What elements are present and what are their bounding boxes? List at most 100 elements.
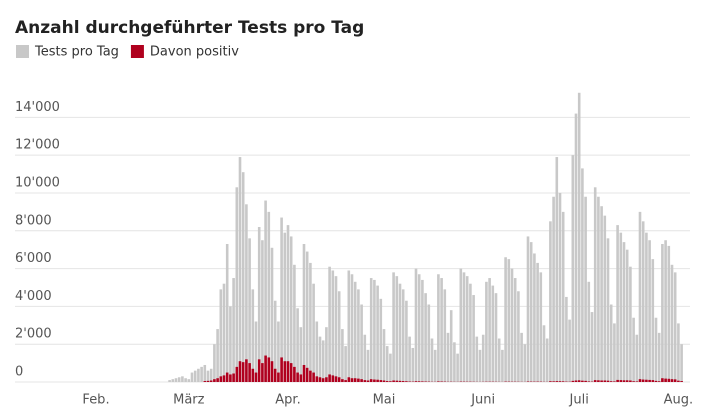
bar [325,327,328,382]
bar [574,113,578,383]
bar [270,361,274,382]
bar [299,374,303,382]
bar [347,270,351,382]
bar [545,338,549,382]
bar [363,334,367,382]
bar [427,304,431,382]
bar [645,232,648,382]
bar [264,200,267,382]
bar [299,327,303,382]
bar [331,270,335,382]
bar [366,380,370,382]
bar [312,283,315,382]
bar [309,262,312,382]
bar [171,379,175,382]
bar [273,300,277,382]
bar [248,238,251,382]
bar [609,304,613,382]
bar [661,244,664,382]
bar [446,332,450,382]
bar [625,380,629,382]
bar [177,377,181,382]
bar [533,253,536,382]
bar [632,317,635,382]
bar [449,310,453,382]
bar [638,211,642,382]
bar [453,342,456,382]
bar [213,379,216,382]
bar [635,381,639,382]
bar [571,380,575,382]
bar [622,380,626,382]
bar [315,321,319,382]
bar [629,380,632,382]
bar [235,366,239,382]
bar [401,381,405,382]
bar [536,262,539,382]
bar [197,368,200,382]
bar [347,377,351,382]
bar [257,226,261,382]
bar [609,381,613,382]
bar [261,240,264,382]
bar [184,378,187,382]
bar [334,376,338,382]
x-tick-label: Mai [373,393,396,408]
bar [616,225,619,382]
bar [203,364,207,382]
bar [561,381,565,382]
legend-swatch [130,45,144,58]
bar [382,380,386,382]
bar [558,192,562,382]
bar [341,329,344,382]
bar [619,232,623,382]
bar [542,325,546,382]
y-tick-label: 10'000 [15,175,60,190]
bar [673,379,677,382]
y-tick-label: 14'000 [15,100,60,115]
bar [597,380,600,382]
bar [235,187,239,382]
bar [328,266,331,382]
bar [209,380,213,382]
bar [443,289,447,382]
bar [216,378,219,382]
bar [654,317,658,382]
bar [350,274,354,382]
x-tick-label: Juli [569,393,589,408]
bar [302,364,306,382]
bar [433,349,437,382]
bar [251,289,255,382]
bar [478,349,482,382]
bar [392,272,395,382]
bar [213,344,216,382]
bar [565,296,568,382]
bar [289,236,293,382]
bar [283,361,287,382]
y-tick-label: 12'000 [15,138,60,153]
x-tick-label: Aug. [664,393,694,408]
bar [497,338,501,382]
bar [581,168,584,382]
bar [603,215,607,382]
bar [369,379,373,382]
bar [168,380,171,382]
bar [261,363,264,382]
bar [283,232,287,382]
bar [395,276,399,382]
bar [216,329,219,382]
bar [376,379,379,382]
bar [350,378,354,382]
bar [357,378,360,382]
bar [353,281,357,382]
bar [337,377,341,382]
bar [648,379,651,382]
bar [606,380,610,382]
bar [664,378,667,382]
bar [401,289,405,382]
bar [424,293,427,382]
bar [437,274,440,382]
bar [325,377,328,382]
bar [376,285,379,382]
bar [529,242,533,382]
